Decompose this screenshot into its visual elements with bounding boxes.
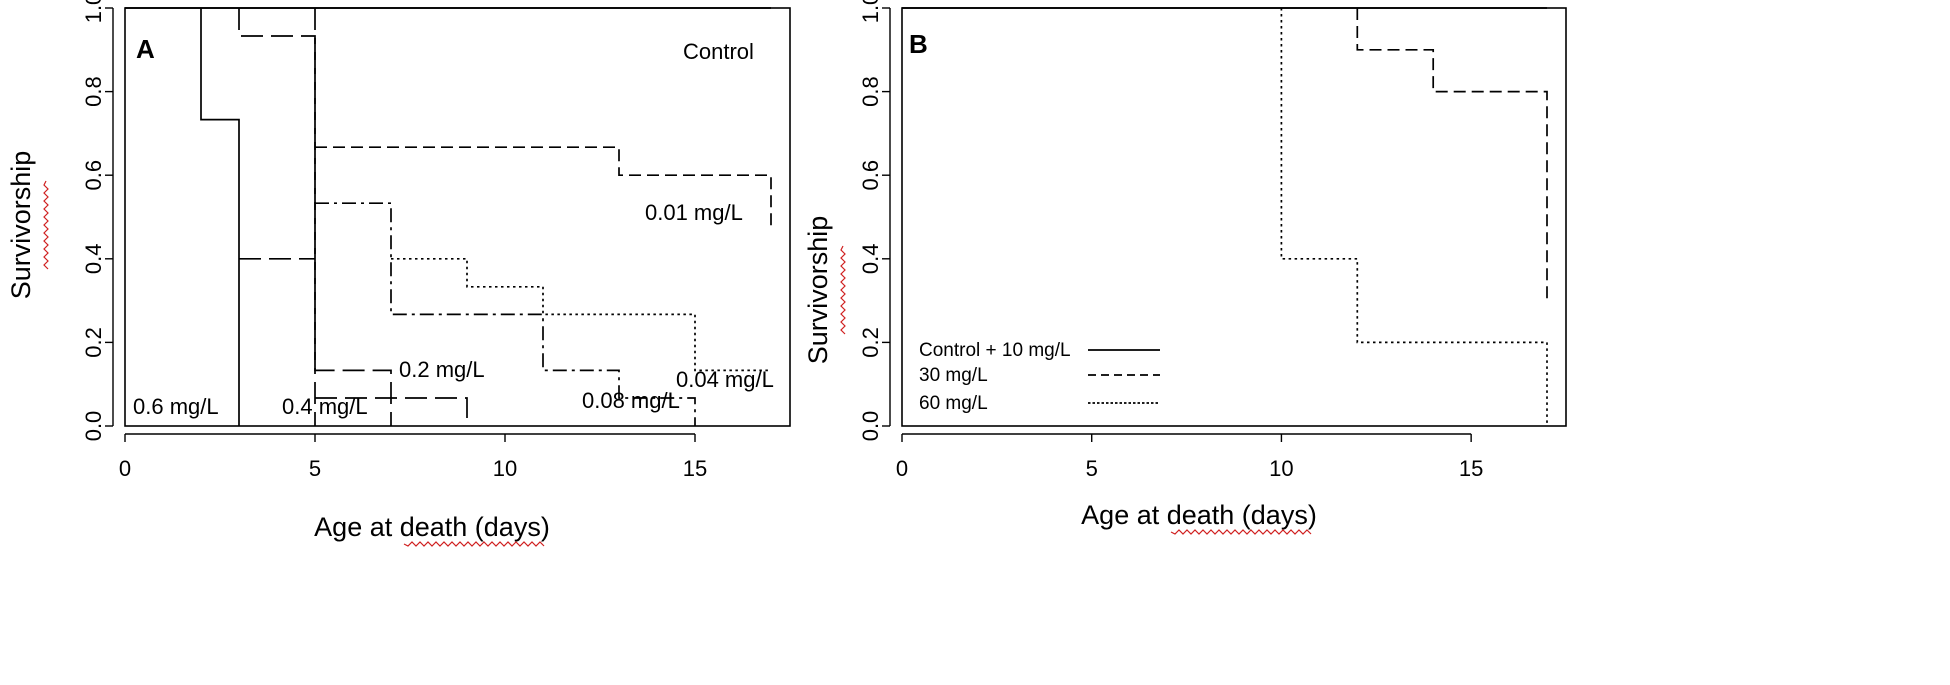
y-tick-label: 1.0	[81, 0, 106, 23]
series-annotation: 0.4 mg/L	[282, 394, 368, 419]
x-tick-label: 0	[896, 456, 908, 481]
x-tick-label: 5	[309, 456, 321, 481]
y-tick-label: 0.0	[81, 411, 106, 442]
panel-a: 0.0 0.2 0.4 0.6 0.8 1.0 0 5 10 15 Age at death (da…	[6, 0, 791, 547]
x-tick-label: 5	[1086, 456, 1098, 481]
y-tick-label: 0.0	[858, 411, 883, 442]
series-annotation: 0.2 mg/L	[399, 357, 485, 382]
legend-label: 60 mg/L	[919, 393, 988, 414]
y-tick-label: 0.6	[81, 160, 106, 191]
y-tick-label: 1.0	[858, 0, 883, 23]
series-line	[314, 8, 392, 426]
series-line	[315, 146, 772, 231]
series-annotation: 0.01 mg/L	[645, 200, 743, 225]
panel-b: 0.0 0.2 0.4 0.6 0.8 1.0 0 5 10 15 Age at death (da…	[803, 0, 1567, 535]
panel-letter: B	[909, 29, 928, 59]
spellcheck-underline	[403, 541, 545, 547]
x-tick-label: 10	[493, 456, 517, 481]
series-annotation: 0.04 mg/L	[676, 367, 774, 392]
y-tick-label: 0.2	[858, 327, 883, 358]
y-axis-label: Survivorship	[803, 216, 833, 365]
series-line	[315, 202, 696, 426]
x-tick-label: 15	[1459, 456, 1483, 481]
series-line	[391, 257, 771, 372]
y-tick-label: 0.4	[81, 244, 106, 275]
y-tick-label: 0.8	[858, 76, 883, 107]
y-tick-label: 0.8	[81, 76, 106, 107]
legend: Control + 10 mg/L 30 mg/L 60 mg/L	[919, 340, 1160, 414]
x-tick-label: 0	[119, 456, 131, 481]
x-tick-label: 15	[683, 456, 707, 481]
series-line	[238, 8, 316, 426]
series-annotation: Control	[683, 39, 754, 64]
x-tick-label: 10	[1269, 456, 1293, 481]
y-tick-label: 0.4	[858, 244, 883, 275]
series-line	[200, 8, 240, 426]
spellcheck-underline	[1170, 529, 1312, 535]
spellcheck-underline	[43, 180, 49, 270]
series-annotation: 0.6 mg/L	[133, 394, 219, 419]
x-axis-label: Age at death (days)	[1081, 500, 1317, 530]
series-line	[315, 397, 468, 426]
legend-label: 30 mg/L	[919, 365, 988, 386]
plot-frame	[901, 7, 1567, 427]
panel-letter: A	[136, 34, 155, 64]
series-annotation: 0.08 mg/L	[582, 388, 680, 413]
y-tick-label: 0.6	[858, 160, 883, 191]
series-line	[1356, 8, 1548, 301]
x-axis-label: Age at death (days)	[314, 512, 550, 542]
series-line	[1280, 8, 1548, 426]
legend-label: Control + 10 mg/L	[919, 340, 1071, 361]
y-axis-label: Survivorship	[6, 151, 36, 300]
spellcheck-underline	[840, 245, 846, 335]
y-tick-label: 0.2	[81, 327, 106, 358]
